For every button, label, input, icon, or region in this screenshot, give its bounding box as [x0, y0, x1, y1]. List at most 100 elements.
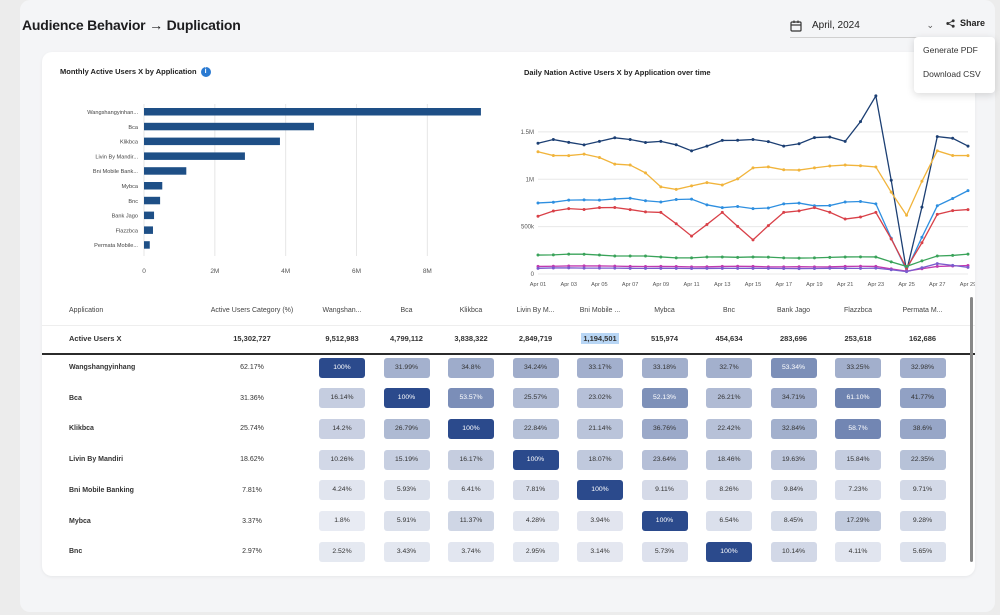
table-row[interactable]: Bni Mobile Banking 7.81% 4.24% 5.93% 6.41% 7.…	[42, 475, 975, 506]
heat-cell[interactable]: 32.84%	[770, 418, 817, 439]
heat-cell[interactable]: 58.7%	[835, 418, 881, 439]
heat-cell[interactable]: 16.17%	[448, 449, 494, 470]
heat-cell[interactable]: 52.13%	[641, 388, 688, 409]
heat-cell[interactable]: 34.71%	[770, 388, 817, 409]
heat-cell[interactable]: 5.73%	[641, 541, 688, 562]
heat-cell[interactable]: 9.71%	[899, 480, 946, 501]
line-series[interactable]	[537, 150, 969, 217]
bar-mark[interactable]	[144, 211, 155, 220]
heat-cell[interactable]: 5.91%	[383, 511, 430, 531]
menu-item-generate-pdf[interactable]: Generate PDF	[923, 45, 978, 55]
heat-cell[interactable]: 100%	[706, 541, 752, 562]
heat-cell[interactable]: 18.46%	[706, 449, 752, 470]
heat-cell[interactable]: 100%	[383, 388, 430, 409]
heat-cell[interactable]: 6.54%	[706, 511, 752, 531]
heat-cell[interactable]: 26.21%	[706, 388, 752, 409]
heat-cell[interactable]: 25.57%	[512, 388, 559, 409]
column-header-app[interactable]: Bni Mobile ...	[579, 306, 621, 314]
heat-cell[interactable]: 100%	[641, 511, 688, 531]
bar-mark[interactable]	[144, 241, 150, 249]
line-series[interactable]	[537, 94, 969, 272]
bar-mark[interactable]	[144, 137, 280, 146]
table-row[interactable]: Mybca 3.37% 1.8% 5.91% 11.37% 4.28% 3.94% 100% 6…	[42, 506, 975, 537]
heat-cell[interactable]: 2.52%	[319, 541, 365, 562]
heat-cell[interactable]: 21.14%	[577, 418, 623, 439]
date-picker[interactable]: April, 2024 ⌄	[790, 14, 938, 38]
heat-cell[interactable]: 1.8%	[319, 511, 365, 531]
heat-cell[interactable]: 7.23%	[835, 480, 881, 501]
heat-cell[interactable]: 34.8%	[448, 357, 494, 378]
menu-item-download-csv[interactable]: Download CSV	[923, 69, 981, 79]
table-row[interactable]: Bnc 2.97% 2.52% 3.43% 3.74% 2.95% 3.14% 5.73% 10…	[42, 536, 975, 567]
heat-cell[interactable]: 15.19%	[383, 449, 430, 470]
heat-cell[interactable]: 26.79%	[383, 418, 430, 439]
table-row[interactable]: Klikbca 25.74% 14.2% 26.79% 100% 22.84% 21.14%…	[42, 413, 975, 444]
heat-cell[interactable]: 5.65%	[899, 541, 946, 562]
heat-cell[interactable]: 6.41%	[448, 480, 494, 501]
bar-mark[interactable]	[144, 122, 314, 131]
heat-cell[interactable]: 22.84%	[512, 418, 559, 439]
column-header-app[interactable]: Klikbca	[459, 306, 483, 314]
heat-cell[interactable]: 10.26%	[319, 449, 365, 470]
heat-cell[interactable]: 16.14%	[319, 388, 365, 409]
heat-cell[interactable]: 22.42%	[706, 418, 752, 439]
heat-cell[interactable]: 32.7%	[706, 357, 752, 378]
heat-cell[interactable]: 2.95%	[512, 541, 559, 562]
heat-cell[interactable]: 7.81%	[512, 480, 559, 501]
column-header-app[interactable]: Bank Jago	[776, 306, 811, 314]
heat-cell[interactable]: 23.02%	[577, 388, 623, 409]
bar-mark[interactable]	[144, 108, 481, 116]
bar-mark[interactable]	[144, 182, 163, 190]
heat-cell[interactable]: 18.07%	[577, 449, 623, 470]
heat-cell[interactable]: 22.35%	[899, 449, 946, 470]
heat-cell[interactable]: 100%	[448, 418, 494, 439]
bar-mark[interactable]	[144, 152, 245, 160]
share-button[interactable]: Share	[946, 18, 985, 28]
heat-cell[interactable]: 3.43%	[383, 541, 430, 562]
heat-cell[interactable]: 8.26%	[706, 480, 752, 501]
heat-cell[interactable]: 31.99%	[383, 357, 430, 378]
column-header-app[interactable]: Bca	[400, 306, 413, 314]
bar-mark[interactable]	[144, 167, 187, 175]
heat-cell[interactable]: 4.28%	[512, 511, 559, 531]
heat-cell[interactable]: 34.24%	[512, 357, 559, 378]
heat-cell[interactable]: 53.34%	[770, 357, 817, 378]
column-header-app[interactable]: Wangshan...	[322, 306, 362, 314]
column-header-app[interactable]: Livin By M...	[516, 306, 555, 314]
line-series[interactable]	[537, 206, 969, 270]
heat-cell[interactable]: 23.64%	[641, 449, 688, 470]
column-header-application[interactable]: Application	[69, 306, 104, 314]
info-icon[interactable]: i	[200, 67, 211, 78]
heat-cell[interactable]: 9.28%	[899, 511, 946, 531]
table-row[interactable]: Wangshangyinhang 62.17% 100% 31.99% 34.8% 34.…	[42, 352, 975, 383]
heat-cell[interactable]: 9.84%	[770, 480, 817, 501]
heat-cell[interactable]: 15.84%	[835, 449, 881, 470]
column-header-app[interactable]: Mybca	[654, 306, 675, 314]
heat-cell[interactable]: 41.77%	[899, 388, 946, 409]
heat-cell[interactable]: 5.93%	[383, 480, 430, 501]
heat-cell[interactable]: 100%	[319, 357, 365, 378]
heat-cell[interactable]: 100%	[577, 480, 623, 501]
heat-cell[interactable]: 11.37%	[448, 511, 494, 531]
column-header-category[interactable]: Active Users Category (%)	[210, 306, 294, 314]
heat-cell[interactable]: 3.94%	[577, 511, 623, 531]
heat-cell[interactable]: 53.57%	[448, 388, 494, 409]
heat-cell[interactable]: 9.11%	[641, 480, 688, 501]
heat-cell[interactable]: 33.17%	[577, 357, 623, 378]
heat-cell[interactable]: 32.98%	[899, 357, 946, 378]
heat-cell[interactable]: 61.10%	[835, 388, 881, 409]
heat-cell[interactable]: 4.11%	[835, 541, 881, 562]
table-scrollbar[interactable]	[970, 297, 973, 562]
column-header-app[interactable]: Permata M...	[902, 306, 943, 314]
bar-mark[interactable]	[144, 226, 153, 234]
heat-cell[interactable]: 17.29%	[835, 511, 881, 531]
column-header-app[interactable]: Bnc	[722, 306, 736, 314]
heat-cell[interactable]: 4.24%	[319, 480, 365, 501]
table-row[interactable]: Livin By Mandiri 18.62% 10.26% 15.19% 16.17%…	[42, 444, 975, 475]
heat-cell[interactable]: 38.6%	[899, 418, 946, 439]
bar-mark[interactable]	[144, 196, 161, 205]
heat-cell[interactable]: 14.2%	[319, 418, 365, 439]
heat-cell[interactable]: 36.76%	[641, 418, 688, 439]
table-row[interactable]: Bca 31.36% 16.14% 100% 53.57% 25.57% 23.02% 52.…	[42, 383, 975, 414]
heat-cell[interactable]: 10.14%	[770, 541, 817, 562]
